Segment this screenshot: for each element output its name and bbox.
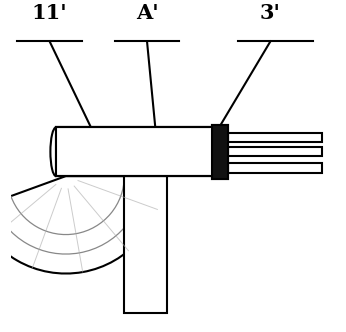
Bar: [56, 127, 212, 176]
Bar: [210, 127, 212, 176]
Bar: [228, 163, 322, 173]
Bar: [228, 132, 322, 142]
Wedge shape: [0, 176, 163, 274]
Bar: [53, 127, 215, 176]
Bar: [212, 125, 228, 179]
Bar: [212, 125, 228, 179]
Bar: [124, 176, 166, 312]
Circle shape: [216, 169, 224, 177]
Text: A': A': [136, 3, 158, 24]
Bar: [228, 147, 322, 156]
Text: 3': 3': [260, 3, 281, 24]
Bar: [56, 127, 212, 176]
Text: 11': 11': [32, 3, 67, 24]
